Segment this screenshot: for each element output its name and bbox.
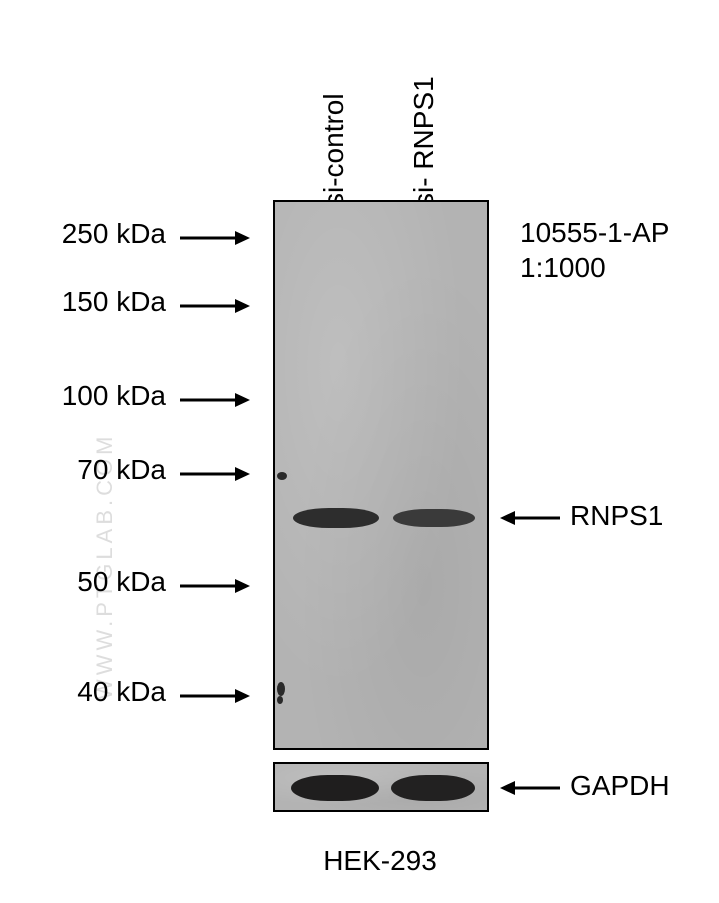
lane2-gapdh-band — [391, 775, 475, 801]
mw-label-70: 70 kDa — [0, 454, 170, 486]
antibody-label: 10555-1-AP 1:1000 — [520, 215, 669, 285]
mw-arrow-50 — [180, 576, 250, 596]
mw-label-50: 50 kDa — [0, 566, 170, 598]
spec-mark-2 — [277, 682, 285, 696]
mw-arrow-40 — [180, 686, 250, 706]
mw-arrow-250 — [180, 228, 250, 248]
mw-arrow-100 — [180, 390, 250, 410]
mw-label-250: 250 kDa — [0, 218, 170, 250]
loading-blot — [273, 762, 489, 812]
lane2-rnps1-band — [393, 509, 475, 527]
mw-arrow-70 — [180, 464, 250, 484]
antibody-line2: 1:1000 — [520, 250, 669, 285]
main-blot — [273, 200, 489, 750]
lane2-label: si- RNPS1 — [408, 76, 440, 207]
figure-container: WWW.PTGLAB.COM si-control si- RNPS1 1055… — [0, 0, 719, 903]
spec-mark-1 — [277, 472, 287, 480]
lane1-gapdh-band — [291, 775, 379, 801]
rnps1-label: RNPS1 — [570, 500, 663, 532]
gapdh-label: GAPDH — [570, 770, 670, 802]
rnps1-arrow — [500, 508, 560, 528]
antibody-line1: 10555-1-AP — [520, 215, 669, 250]
mw-label-100: 100 kDa — [0, 380, 170, 412]
lane1-label: si-control — [318, 93, 350, 207]
gapdh-arrow — [500, 778, 560, 798]
spec-mark-3 — [277, 696, 283, 704]
mw-label-150: 150 kDa — [0, 286, 170, 318]
mw-arrow-150 — [180, 296, 250, 316]
lane1-rnps1-band — [293, 508, 379, 528]
cell-line-label: HEK-293 — [280, 845, 480, 877]
mw-label-40: 40 kDa — [0, 676, 170, 708]
